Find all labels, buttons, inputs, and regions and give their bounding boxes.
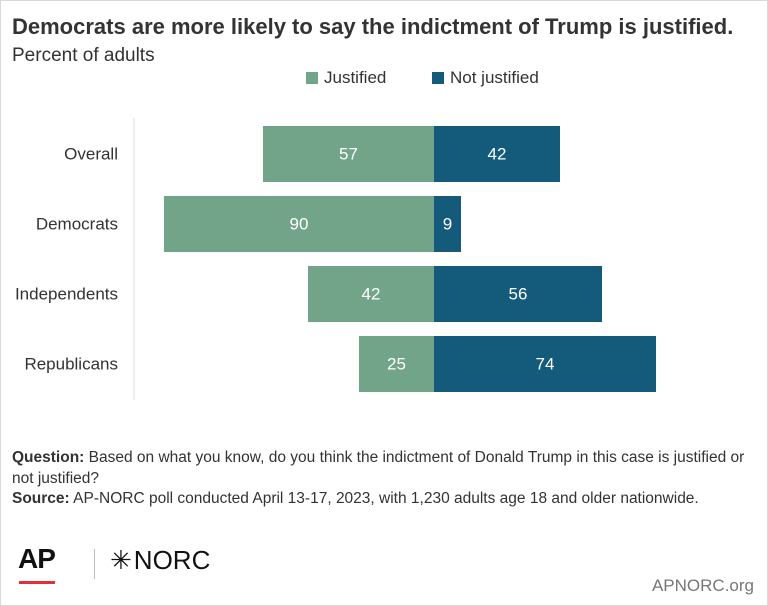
- bar-justified: [164, 196, 434, 252]
- bar-not-justified: [434, 196, 461, 252]
- chart-title: Democrats are more likely to say the ind…: [12, 14, 734, 39]
- legend-swatch-not-justified: [432, 72, 444, 84]
- data-label-justified: 57: [339, 145, 358, 164]
- data-label-not-justified: 74: [536, 355, 555, 374]
- legend: Justified Not justified: [0, 68, 768, 90]
- category-label: Independents: [15, 285, 118, 304]
- bar-not-justified: [434, 126, 560, 182]
- source-note: Source: AP-NORC poll conducted April 13-…: [12, 489, 757, 510]
- legend-item-justified: Justified: [306, 68, 386, 88]
- category-label: Republicans: [24, 355, 118, 374]
- bar-justified: [359, 336, 434, 392]
- site-link[interactable]: APNORC.org: [651, 576, 754, 595]
- data-label-justified: 90: [290, 215, 309, 234]
- data-label-not-justified: 9: [443, 215, 452, 234]
- bar-not-justified: [434, 266, 602, 322]
- legend-label-justified: Justified: [324, 68, 387, 87]
- ap-logo: AP: [18, 543, 56, 574]
- norc-logo: ✳ NORC: [110, 545, 210, 576]
- data-label-not-justified: 56: [509, 285, 528, 304]
- asterisk-star-icon: ✳: [110, 545, 132, 575]
- source-label: Source:: [12, 490, 70, 507]
- bar-justified: [308, 266, 434, 322]
- notes: Question: Based on what you know, do you…: [12, 448, 757, 510]
- bar-justified: [263, 126, 434, 182]
- data-label-justified: 42: [362, 285, 381, 304]
- bar-not-justified: [434, 336, 656, 392]
- source-text: AP-NORC poll conducted April 13-17, 2023…: [73, 490, 699, 507]
- question-text: Based on what you know, do you think the…: [12, 449, 745, 487]
- legend-label-not-justified: Not justified: [450, 68, 539, 87]
- legend-swatch-justified: [306, 72, 318, 84]
- legend-item-not-justified: Not justified: [432, 68, 539, 88]
- ap-logo-underline: [19, 581, 55, 584]
- question-label: Question:: [12, 449, 85, 466]
- category-label: Democrats: [36, 215, 118, 234]
- diverging-bar-chart: Overall 57 42 Democrats 90 9 Independents 42 56 R…: [15, 118, 656, 400]
- logo-divider: [94, 549, 95, 579]
- category-label: Overall: [64, 145, 118, 164]
- question-note: Question: Based on what you know, do you…: [12, 448, 757, 489]
- norc-logo-text: NORC: [133, 545, 211, 575]
- data-label-justified: 25: [387, 355, 406, 374]
- chart-subtitle: Percent of adults: [12, 45, 155, 66]
- data-label-not-justified: 42: [488, 145, 507, 164]
